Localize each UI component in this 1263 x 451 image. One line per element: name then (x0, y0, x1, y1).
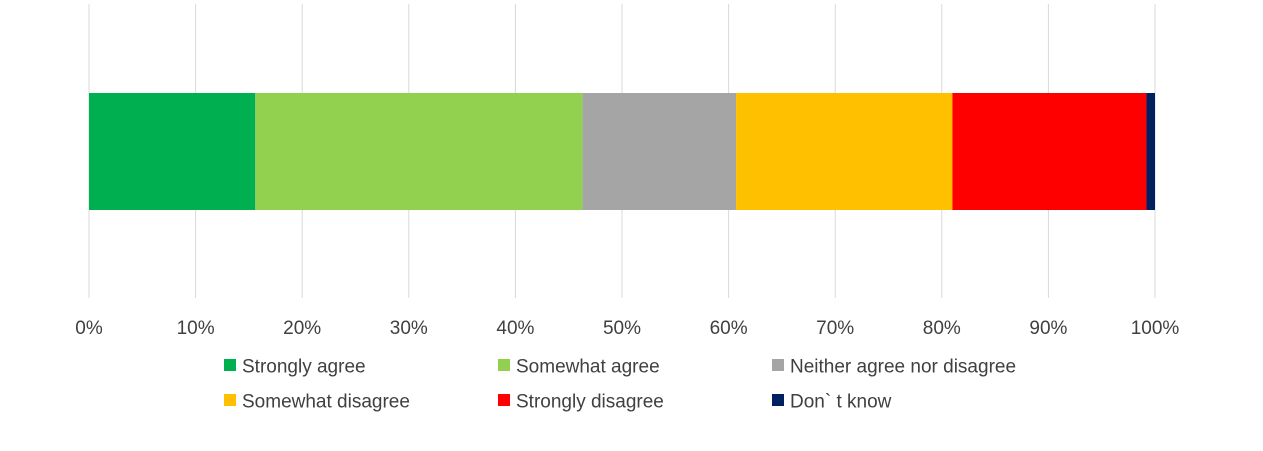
bar-segment-5 (952, 93, 1147, 210)
bar-segment-2 (255, 93, 583, 210)
legend-label: Don` t know (790, 392, 892, 413)
bar-segment-4 (736, 93, 953, 210)
legend-label: Strongly disagree (516, 392, 664, 413)
x-axis-ticks: 0% 10% 20% 30% 40% 50% 60% 70% 80% 90% 100% (75, 318, 1179, 339)
legend-item: Don` t know (772, 392, 892, 413)
x-tick-label: 50% (603, 318, 641, 339)
x-tick-label: 90% (1029, 318, 1067, 339)
legend-item: Strongly disagree (498, 392, 664, 413)
x-tick-label: 0% (75, 318, 103, 339)
legend-label: Somewhat agree (516, 357, 660, 378)
x-tick-label: 80% (923, 318, 961, 339)
x-tick-label: 30% (390, 318, 428, 339)
legend: Strongly agree Somewhat agree Neither agre… (224, 357, 1016, 413)
bar-segment-1 (89, 93, 256, 210)
legend-label: Strongly agree (242, 357, 366, 378)
legend-swatch (772, 359, 784, 371)
legend-swatch (224, 359, 236, 371)
legend-swatch (224, 394, 236, 406)
bar-segment-6 (1146, 93, 1155, 210)
bar-segments (89, 93, 1155, 210)
legend-swatch (772, 394, 784, 406)
legend-swatch (498, 359, 510, 371)
legend-item: Strongly agree (224, 357, 366, 378)
legend-item: Somewhat disagree (224, 392, 410, 413)
x-tick-label: 40% (496, 318, 534, 339)
x-tick-label: 20% (283, 318, 321, 339)
legend-item: Neither agree nor disagree (772, 357, 1016, 378)
x-tick-label: 100% (1131, 318, 1180, 339)
x-tick-label: 70% (816, 318, 854, 339)
x-tick-label: 10% (177, 318, 215, 339)
legend-swatch (498, 394, 510, 406)
bar-segment-3 (582, 93, 737, 210)
legend-label: Neither agree nor disagree (790, 357, 1016, 378)
legend-label: Somewhat disagree (242, 392, 410, 413)
legend-item: Somewhat agree (498, 357, 660, 378)
x-tick-label: 60% (710, 318, 748, 339)
